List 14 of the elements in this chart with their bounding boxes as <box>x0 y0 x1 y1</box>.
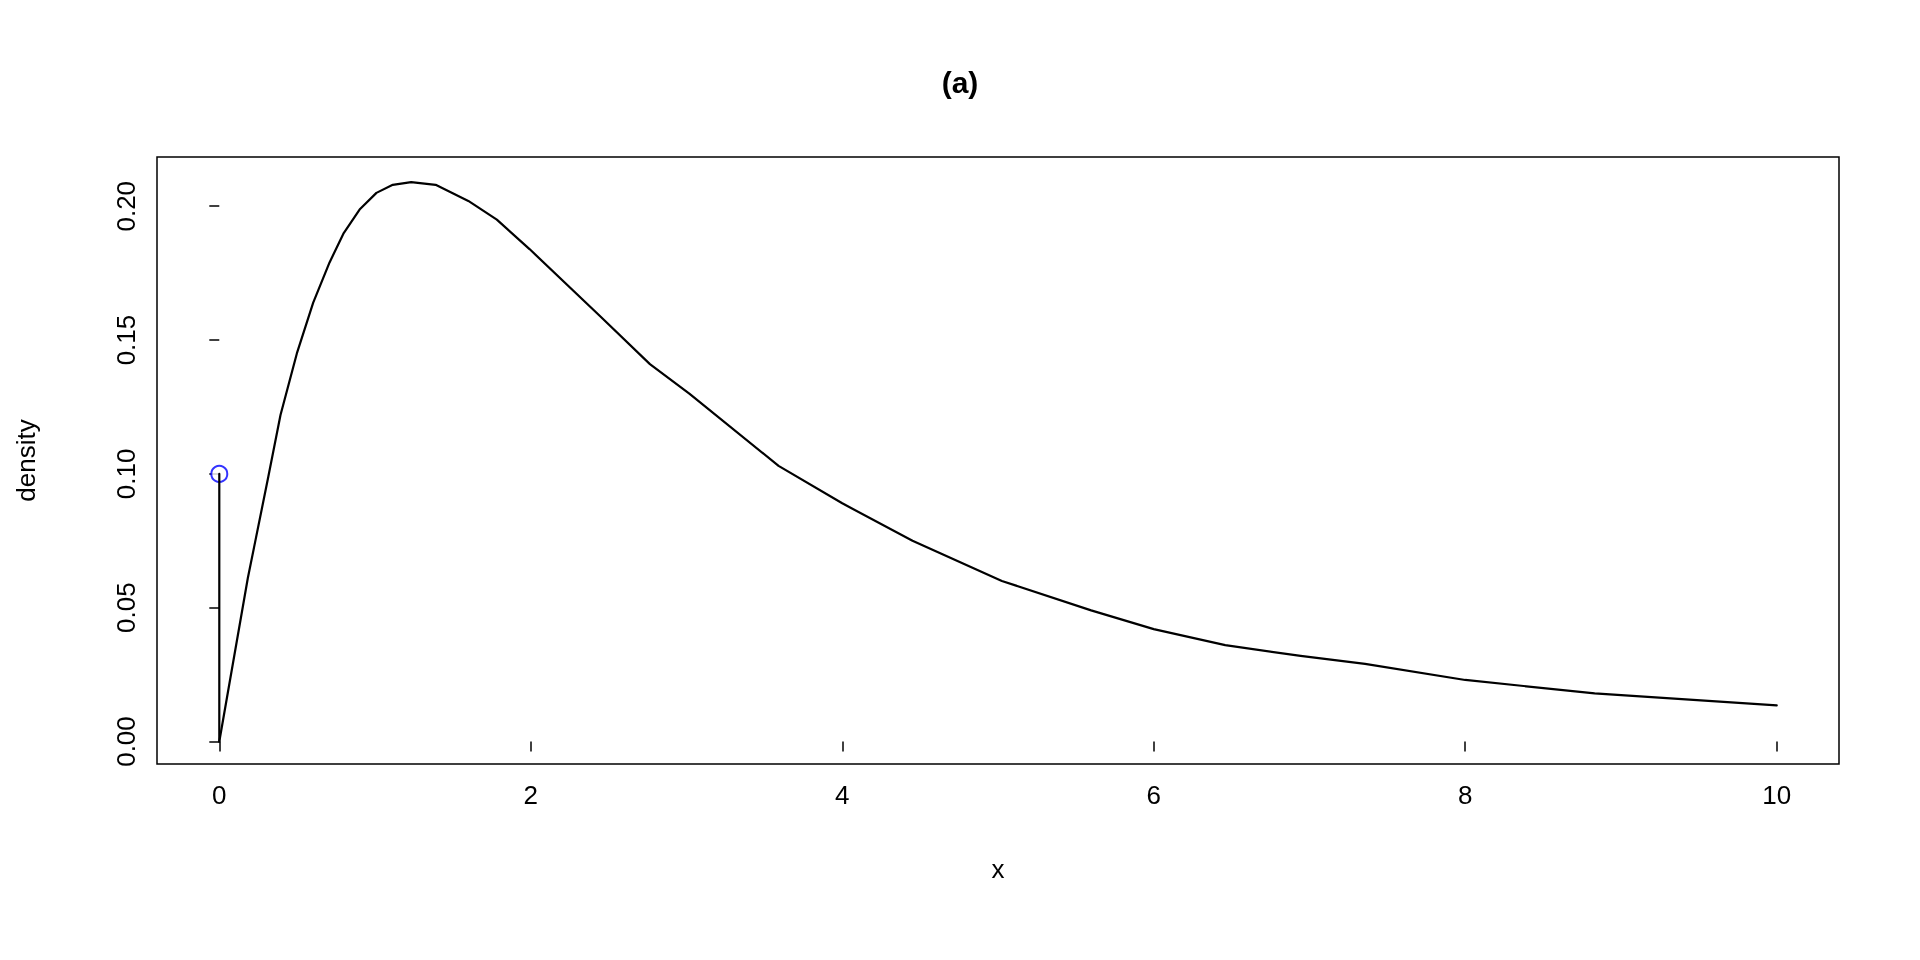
x-tick-label: 10 <box>1762 780 1792 810</box>
y-tick-label: 0.20 <box>111 180 141 232</box>
y-tick-label: 0.15 <box>111 314 141 366</box>
x-tick-label: 2 <box>523 780 539 810</box>
x-tick-label: 4 <box>835 780 850 810</box>
y-tick-label: 0.05 <box>111 582 141 633</box>
y-tick-label: 0.10 <box>111 448 141 500</box>
x-tick-label: 6 <box>1146 780 1161 810</box>
y-axis-title: density <box>11 419 41 502</box>
chart-title: (a) <box>941 65 979 99</box>
x-tick-label: 8 <box>1457 780 1473 810</box>
y-tick-label: 0.00 <box>111 716 141 767</box>
x-axis-title: x <box>991 854 1005 884</box>
x-tick-label: 0 <box>212 780 227 810</box>
